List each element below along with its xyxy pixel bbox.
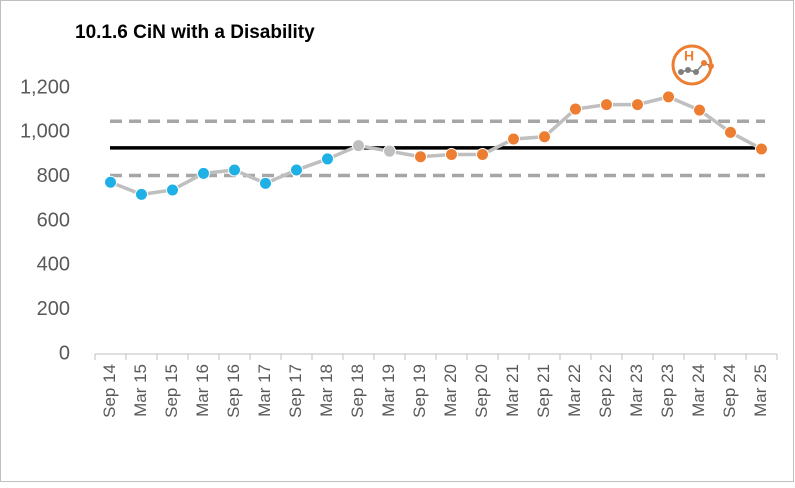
y-tick-label: 0 — [59, 342, 70, 364]
data-point — [166, 183, 179, 197]
data-point — [724, 125, 737, 139]
data-point — [197, 166, 210, 180]
data-point — [383, 144, 396, 158]
data-point — [321, 152, 334, 166]
icon-dot — [701, 60, 707, 66]
icon-dot — [685, 67, 691, 73]
data-point — [290, 163, 303, 177]
data-point — [693, 103, 706, 117]
x-tick-label: Sep 23 — [658, 364, 677, 418]
y-tick-label: 200 — [37, 298, 70, 320]
data-point — [662, 90, 675, 104]
x-tick-label: Mar 23 — [627, 364, 646, 417]
y-tick-label: 600 — [37, 209, 70, 231]
spc-icon: H — [671, 44, 714, 86]
x-tick-label: Sep 16 — [224, 364, 243, 418]
x-tick-label: Mar 17 — [255, 364, 274, 417]
data-point — [104, 175, 117, 189]
icon-letter: H — [684, 48, 694, 64]
icon-dot — [693, 69, 699, 75]
x-tick-label: Mar 19 — [379, 364, 398, 417]
x-tick-label: Mar 24 — [689, 364, 708, 417]
data-point — [476, 148, 489, 161]
data-point — [414, 150, 427, 164]
x-tick-label: Sep 24 — [720, 364, 739, 418]
x-tick-label: Sep 20 — [472, 364, 491, 418]
y-tick-label: 400 — [37, 254, 70, 276]
data-point — [135, 187, 148, 201]
x-tick-label: Mar 21 — [503, 364, 522, 417]
x-tick-label: Sep 21 — [534, 364, 553, 418]
data-point — [538, 130, 551, 144]
x-tick-label: Sep 15 — [162, 364, 181, 418]
x-tick-label: Mar 25 — [751, 364, 770, 417]
icon-dot — [678, 69, 684, 75]
x-tick-label: Sep 17 — [286, 364, 305, 418]
chart-title: 10.1.6 CiN with a Disability — [75, 22, 315, 43]
icon-dot — [708, 63, 714, 69]
data-point — [259, 176, 272, 190]
data-point — [569, 102, 582, 116]
data-line — [109, 95, 763, 197]
y-tick-label: 800 — [37, 165, 70, 187]
x-tick-label: Sep 18 — [348, 364, 367, 418]
x-tick-label: Mar 18 — [317, 364, 336, 417]
data-point — [600, 98, 613, 112]
data-point — [755, 142, 768, 156]
x-tick-label: Sep 14 — [100, 364, 119, 418]
x-tick-label: Mar 20 — [441, 364, 460, 417]
x-tick-label: Sep 19 — [410, 364, 429, 418]
data-point — [507, 132, 520, 146]
y-tick-label: 1,200 — [20, 76, 70, 98]
x-tick-label: Mar 22 — [565, 364, 584, 417]
x-tick-label: Sep 22 — [596, 364, 615, 418]
data-point — [352, 139, 365, 153]
data-point — [631, 98, 644, 112]
data-point — [228, 163, 241, 177]
x-tick-label: Mar 16 — [193, 364, 212, 417]
data-point — [445, 148, 458, 161]
y-tick-label: 1,000 — [20, 121, 70, 143]
x-tick-label: Mar 15 — [131, 364, 150, 417]
